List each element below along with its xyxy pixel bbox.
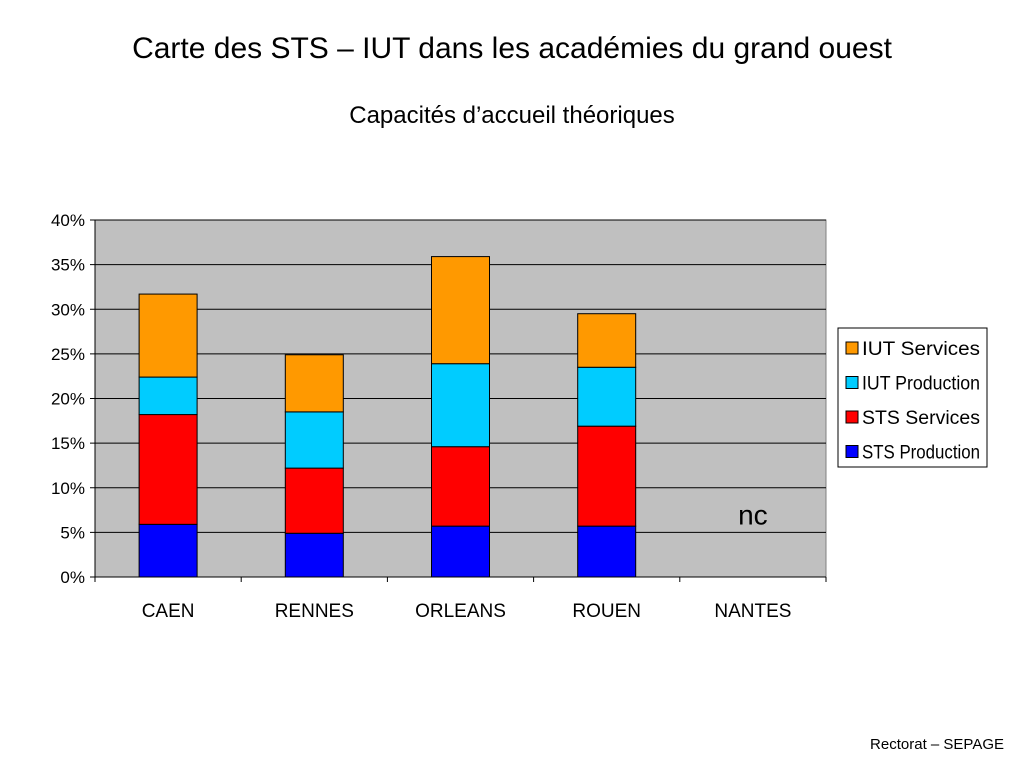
- bars: [138, 256, 637, 578]
- bar-segment-sts-production: [431, 525, 490, 578]
- y-tick-label: 20%: [51, 390, 85, 409]
- x-tick-labels: CAEN RENNES ORLEANS ROUEN NANTES: [94, 577, 827, 622]
- legend-swatch: [845, 445, 859, 458]
- y-tick-label: 25%: [51, 345, 85, 364]
- bar-segment-iut-services: [284, 354, 344, 413]
- bar-segment-iut-services: [431, 256, 490, 365]
- bar-segment-iut-services: [577, 313, 637, 368]
- x-tick-label: ORLEANS: [415, 601, 506, 622]
- bar-segment-iut-production: [577, 366, 637, 427]
- legend-box: [837, 327, 988, 468]
- y-tick-labels: 0% 5% 10% 15% 20% 25% 30% 35% 40%: [51, 211, 95, 587]
- slide-subtitle: Capacités d’accueil théoriques: [349, 102, 675, 129]
- bar-segment-sts-services: [138, 414, 198, 525]
- legend-swatch: [845, 410, 859, 424]
- y-tick-label: 10%: [51, 479, 85, 498]
- bar-segment-iut-production: [138, 376, 198, 416]
- bar-segment-sts-services: [431, 446, 490, 527]
- y-tick-label: 35%: [51, 256, 85, 275]
- legend-label: STS Services: [862, 408, 980, 429]
- bar-segment-sts-production: [577, 525, 637, 578]
- y-tick-label: 5%: [60, 523, 85, 542]
- bar-segment-iut-services: [138, 293, 198, 378]
- bar-segment-sts-production: [138, 523, 198, 578]
- bar-segment-iut-production: [284, 411, 344, 469]
- bar-segment-sts-production: [284, 532, 344, 578]
- footer-credit: Rectorat – SEPAGE: [870, 736, 1004, 753]
- legend-label: IUT Production: [862, 374, 980, 395]
- legend-swatch: [845, 341, 859, 355]
- annotations: nc: [738, 499, 768, 530]
- bar-segment-sts-services: [577, 425, 637, 527]
- legend-label: IUT Services: [862, 339, 980, 360]
- bar-segment-iut-production: [431, 363, 490, 448]
- y-tick-label: 0%: [60, 568, 85, 587]
- x-tick-label: CAEN: [142, 601, 195, 622]
- x-tick-label: ROUEN: [572, 601, 641, 622]
- bar-segment-sts-services: [284, 467, 344, 534]
- x-tick-label: RENNES: [275, 601, 354, 622]
- y-tick-label: 40%: [51, 211, 85, 230]
- legend: IUT Services IUT Production STS Services ST…: [837, 327, 988, 468]
- annotation-label: nc: [738, 499, 768, 530]
- slide-title: Carte des STS – IUT dans les académies d…: [132, 32, 892, 65]
- legend-label: STS Production: [862, 443, 980, 464]
- y-tick-label: 15%: [51, 434, 85, 453]
- y-tick-label: 30%: [51, 300, 85, 319]
- legend-swatch: [845, 376, 859, 389]
- x-tick-label: NANTES: [714, 601, 791, 622]
